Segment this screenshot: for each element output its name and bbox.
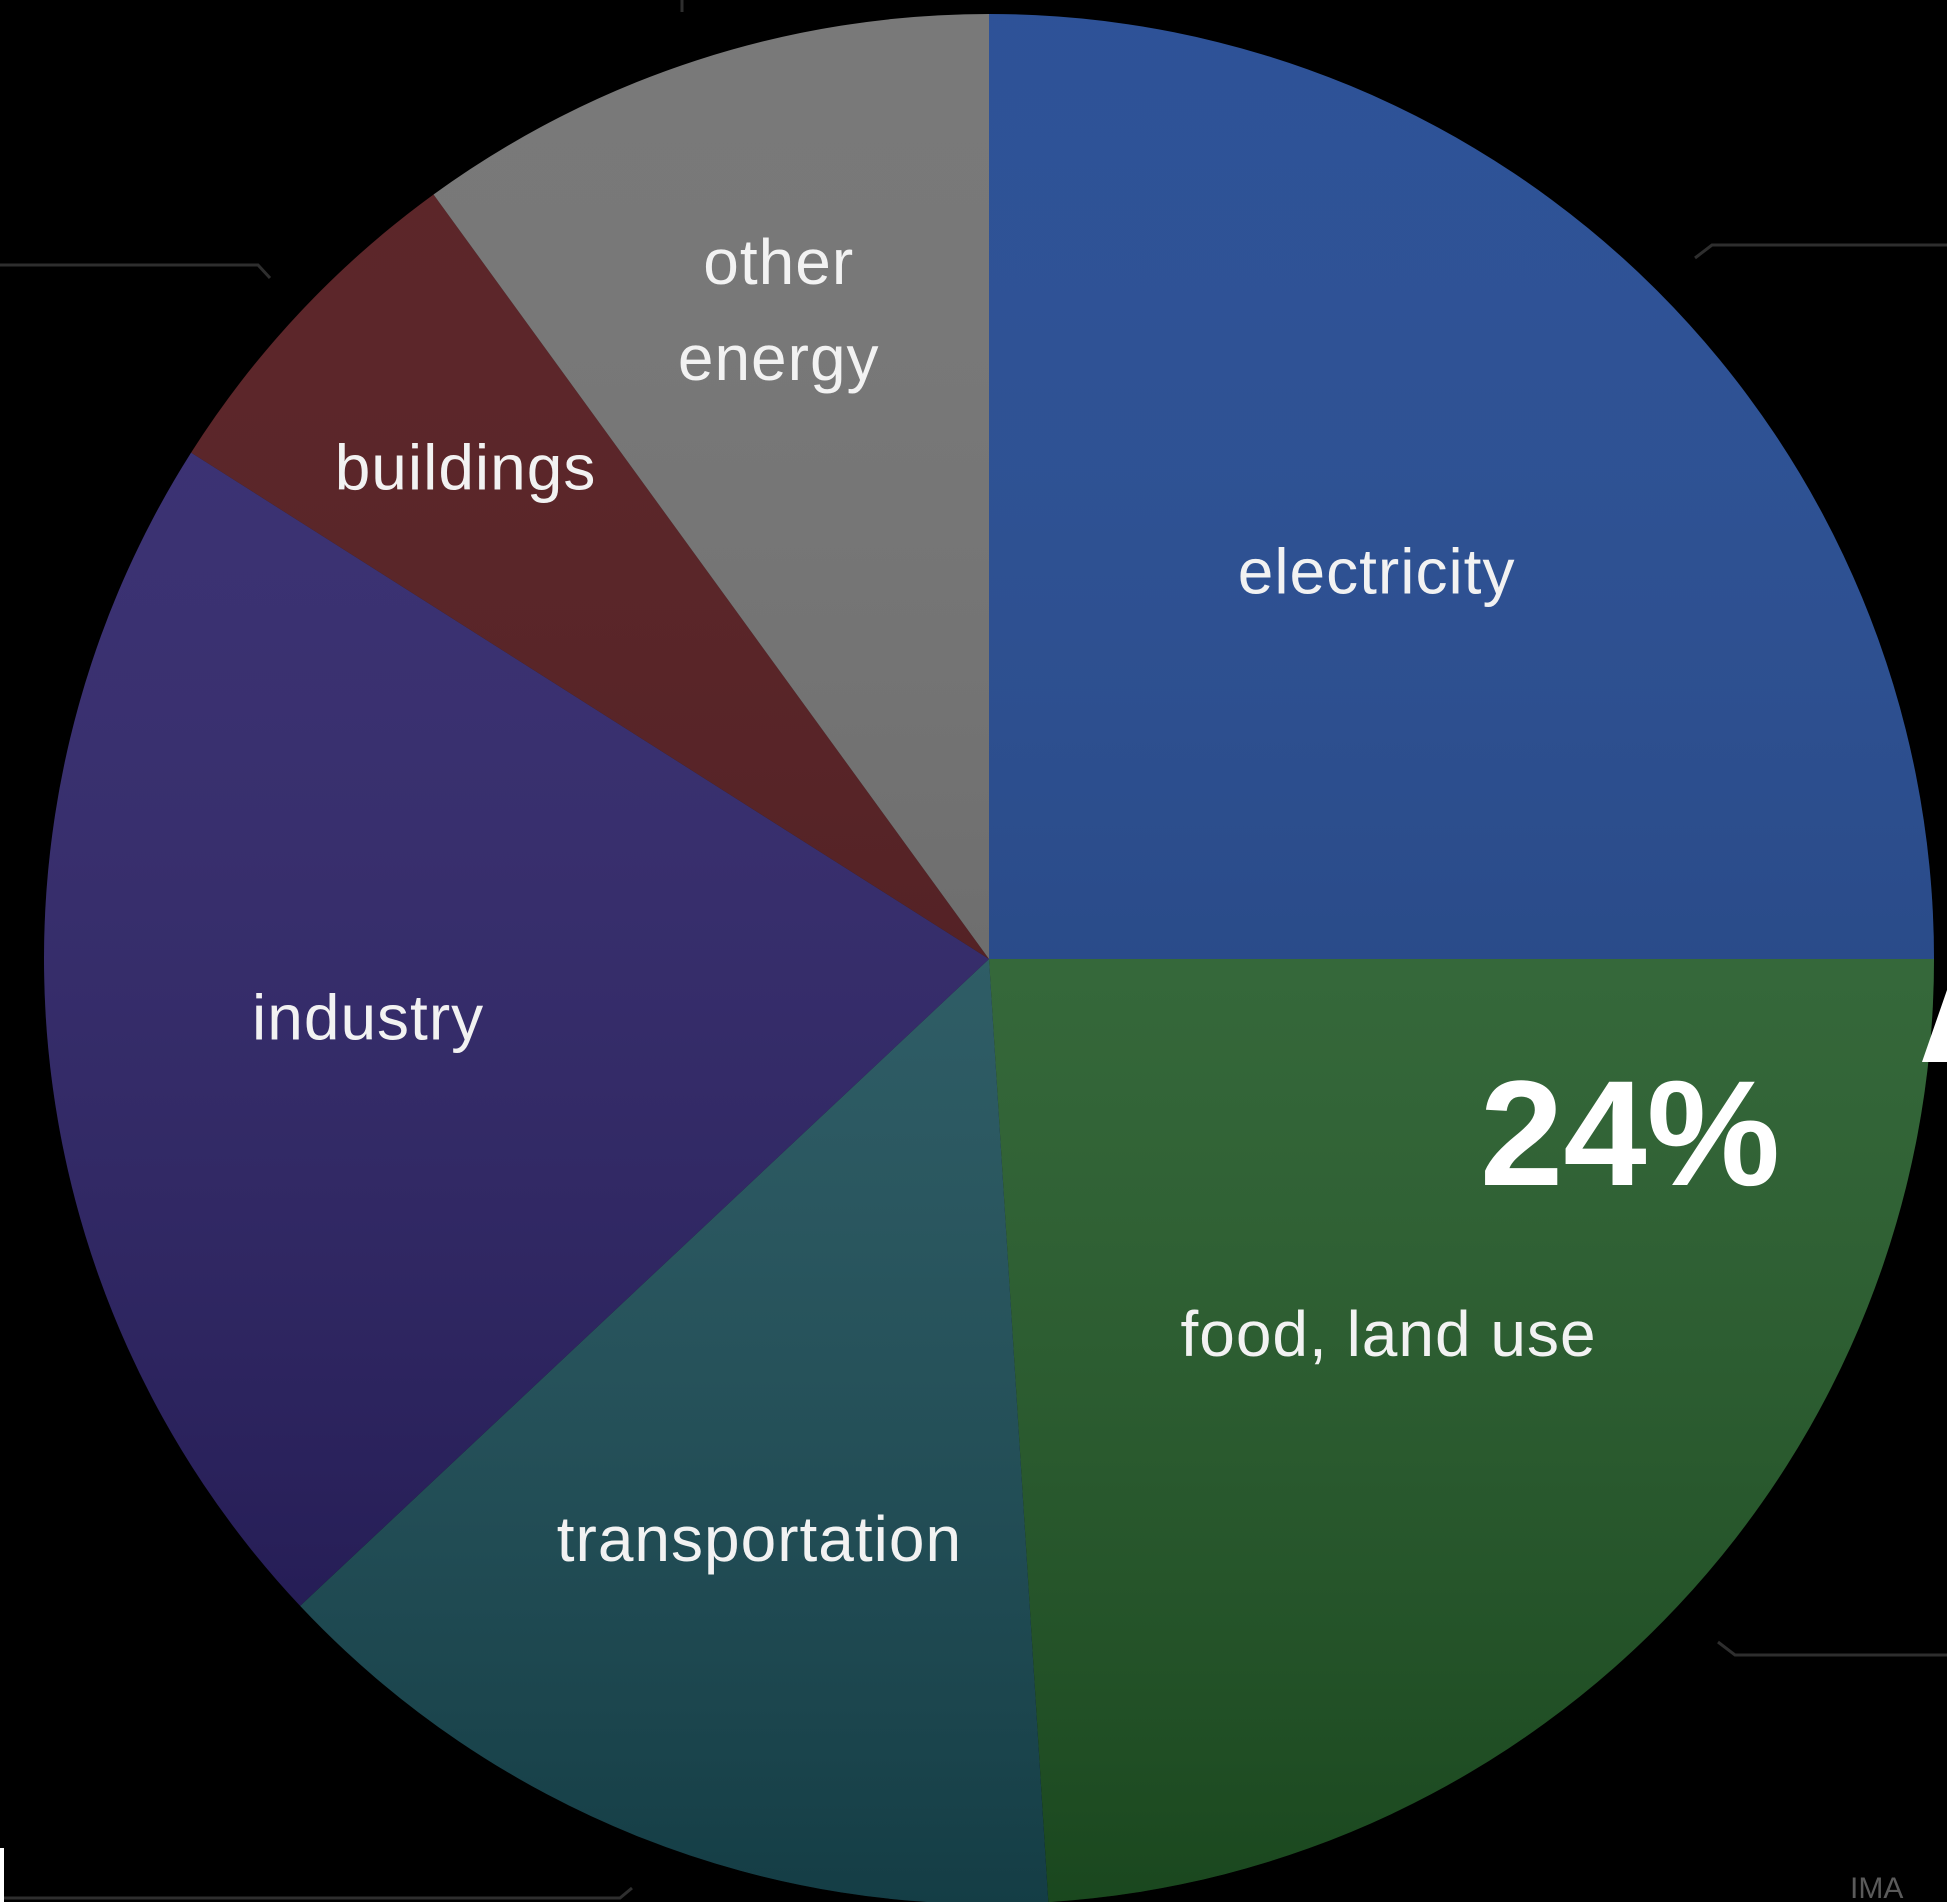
frame-line-bottom-right	[1717, 1640, 1947, 1657]
frame-line-bottom-left	[0, 1886, 633, 1900]
partial-letter-glyph	[1922, 990, 1947, 1062]
slice-label-other-energy: other energy	[678, 226, 880, 394]
slice-label-buildings: buildings	[335, 431, 597, 503]
frame-line-top-right	[1694, 243, 1947, 260]
slice-label-transportation: transportation	[557, 1503, 962, 1575]
slice-label-industry: industry	[252, 982, 484, 1054]
left-edge-mark	[0, 1848, 4, 1902]
slice-label-electricity: electricity	[1238, 535, 1516, 607]
slice-labels: electricity food, land use transportation i…	[252, 226, 1596, 1575]
highlight-annotation: 24%	[1480, 1049, 1780, 1217]
slice-label-food-land-use: food, land use	[1180, 1298, 1596, 1370]
frame-line-top-left	[0, 263, 272, 280]
watermark-text: IMA	[1850, 1872, 1903, 1902]
